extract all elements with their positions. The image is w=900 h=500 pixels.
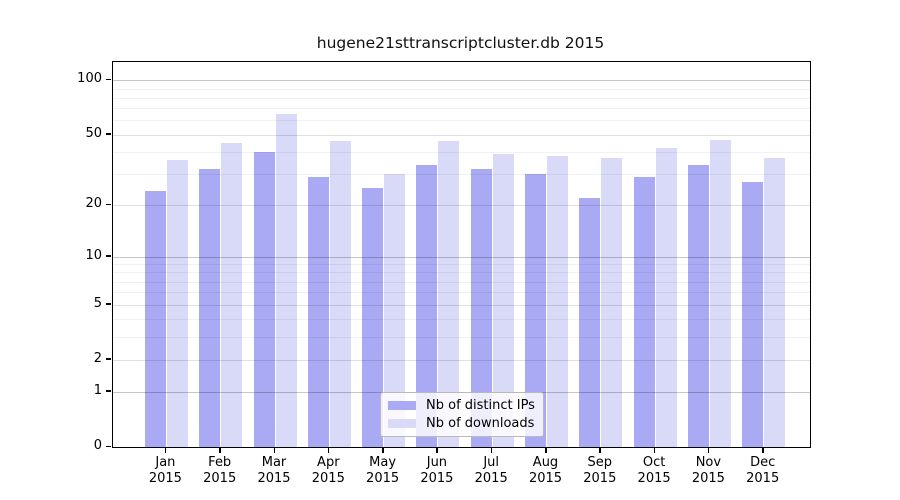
bar-downloads-apr bbox=[329, 141, 351, 447]
x-tick bbox=[707, 447, 710, 453]
y-tick-label: 20 bbox=[85, 196, 102, 212]
gridline bbox=[113, 264, 810, 266]
gridline bbox=[113, 205, 810, 207]
x-tick-label-may: May 2015 bbox=[366, 455, 400, 486]
bar-downloads-nov bbox=[709, 139, 731, 447]
x-tick bbox=[327, 447, 330, 453]
bar-downloads-feb bbox=[221, 142, 243, 447]
gridline bbox=[113, 88, 810, 90]
bar-downloads-jul bbox=[492, 154, 514, 447]
y-tick bbox=[106, 203, 111, 206]
gridline bbox=[113, 319, 810, 321]
bar-ips-jun bbox=[416, 164, 438, 447]
y-tick bbox=[106, 390, 111, 392]
gridline bbox=[113, 336, 810, 338]
bar-ips-aug bbox=[525, 174, 546, 447]
x-tick bbox=[599, 447, 601, 453]
gridline bbox=[113, 108, 810, 110]
bar-downloads-jun bbox=[438, 141, 460, 447]
gridline bbox=[113, 359, 810, 361]
y-tick-label: 10 bbox=[85, 247, 102, 263]
y-tick bbox=[106, 78, 111, 81]
bar-ips-mar bbox=[253, 152, 275, 447]
x-tick-label-jan: Jan 2015 bbox=[148, 455, 182, 486]
gridline bbox=[113, 281, 810, 283]
downloads-swatch-icon bbox=[388, 419, 416, 428]
y-tick-label: 0 bbox=[93, 438, 102, 453]
x-tick-label-sep: Sep 2015 bbox=[583, 455, 617, 486]
gridline bbox=[113, 272, 810, 274]
bar-ips-sep bbox=[579, 197, 601, 447]
gridline bbox=[113, 152, 810, 154]
y-tick-label: 2 bbox=[93, 350, 102, 366]
bar-downloads-jan bbox=[166, 160, 188, 447]
y-tick bbox=[106, 255, 111, 257]
bar-downloads-sep bbox=[601, 158, 623, 447]
legend-item-distinct-ips: Nb of distinct IPs bbox=[388, 398, 535, 413]
legend-label-distinct-ips: Nb of distinct IPs bbox=[426, 398, 535, 413]
bar-downloads-may bbox=[384, 174, 406, 447]
bar-ips-feb bbox=[199, 169, 221, 447]
x-tick bbox=[273, 447, 275, 453]
gridline bbox=[113, 97, 810, 99]
x-tick-label-jun: Jun 2015 bbox=[420, 455, 454, 486]
x-tick-label-aug: Aug 2015 bbox=[528, 455, 563, 486]
y-tick bbox=[106, 358, 111, 360]
bar-downloads-dec bbox=[764, 158, 786, 447]
y-tick-label: 50 bbox=[85, 125, 102, 141]
x-tick-label-dec: Dec 2015 bbox=[746, 455, 780, 486]
gridline bbox=[113, 134, 810, 136]
bars-layer bbox=[113, 62, 810, 447]
bar-downloads-mar bbox=[275, 114, 297, 447]
bar-ips-nov bbox=[687, 164, 709, 447]
x-tick bbox=[490, 447, 493, 453]
bar-downloads-oct bbox=[655, 148, 677, 447]
bar-ips-jul bbox=[470, 169, 492, 447]
legend: Nb of distinct IPs Nb of downloads bbox=[380, 392, 544, 437]
x-tick bbox=[762, 447, 764, 453]
gridline bbox=[113, 292, 810, 294]
x-tick bbox=[219, 447, 221, 453]
plot-area bbox=[112, 61, 811, 448]
x-tick-label-feb: Feb 2015 bbox=[203, 455, 237, 486]
y-tick bbox=[106, 445, 111, 447]
y-tick bbox=[106, 303, 111, 305]
gridline bbox=[113, 304, 810, 306]
gridline bbox=[113, 174, 810, 176]
legend-item-downloads: Nb of downloads bbox=[388, 416, 535, 431]
gridline bbox=[113, 256, 810, 258]
x-tick-label-nov: Nov 2015 bbox=[691, 455, 725, 486]
y-tick-label: 5 bbox=[93, 295, 102, 311]
x-tick-label-oct: Oct 2015 bbox=[637, 455, 671, 486]
x-tick bbox=[164, 447, 167, 453]
bar-ips-may bbox=[362, 188, 384, 447]
x-tick-label-jul: Jul 2015 bbox=[474, 455, 508, 486]
distinct-ips-swatch-icon bbox=[388, 401, 416, 410]
bar-ips-oct bbox=[633, 176, 655, 447]
bar-ips-jan bbox=[144, 191, 166, 447]
x-tick-label-mar: Mar 2015 bbox=[257, 455, 291, 486]
x-tick bbox=[545, 447, 547, 453]
x-tick bbox=[653, 447, 656, 453]
chart-title: hugene21sttranscriptcluster.db 2015 bbox=[316, 34, 605, 52]
legend-label-downloads: Nb of downloads bbox=[426, 416, 535, 431]
x-tick-label-apr: Apr 2015 bbox=[311, 455, 345, 486]
gridline bbox=[113, 80, 810, 82]
grid-layer bbox=[113, 62, 810, 447]
bar-downloads-aug bbox=[547, 156, 568, 447]
y-tick-label: 100 bbox=[77, 71, 102, 87]
x-tick bbox=[436, 447, 438, 453]
gridline bbox=[113, 120, 810, 122]
bar-ips-apr bbox=[307, 176, 329, 447]
y-tick-label: 1 bbox=[93, 382, 102, 398]
x-tick bbox=[382, 447, 384, 453]
bar-ips-dec bbox=[742, 182, 764, 447]
y-tick bbox=[106, 133, 111, 135]
